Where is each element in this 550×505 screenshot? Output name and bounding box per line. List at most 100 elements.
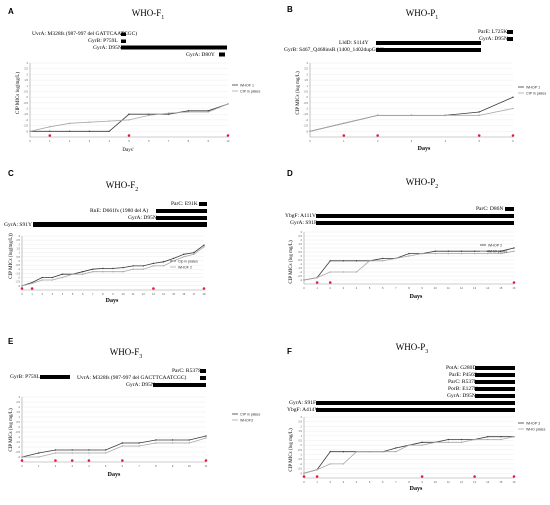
panel-f-xtick: 11 [447, 480, 450, 484]
panel-f-series-2-line [303, 436, 515, 474]
panel-a-sequencing-marker [48, 134, 52, 137]
panel-a-xtick: 1 [49, 139, 51, 143]
panel-c-series-2-point [41, 279, 43, 281]
panel-c-series-1-point [51, 276, 54, 279]
panel-f-xtick: 8 [408, 480, 410, 484]
panel-f-mutation-3-bar [475, 387, 515, 391]
panel-a-ytick: 0.5 [24, 89, 28, 93]
panel-f-series-1-point [487, 436, 489, 438]
panel-e-title-sub: 3 [139, 354, 142, 360]
panel-a-mutation-3-bar [219, 52, 225, 57]
panel-b-series-1-point [512, 96, 514, 98]
panel-b-ytick: -1.5 [304, 112, 309, 116]
panel-b: B WHO-P1 ParE: L725K GyrA: D95N LldD: S1… [284, 5, 547, 152]
panel-c-mutation-3-bar [33, 222, 207, 227]
panel-d-mutation-2: GyrA: S91F [290, 220, 317, 226]
panel-f-series-2-point [500, 438, 502, 441]
panel-b-mutation-3: GyrB: S467_Q468insR (1400_1402dupGCC) [284, 46, 385, 53]
panel-f-mutation-0: PotA: G280D [446, 365, 476, 371]
panel-b-mutation-1: GyrA: D95N [479, 36, 508, 42]
panel-c-xtick: 13 [152, 292, 155, 296]
panel-f-title: WHO-P3 [396, 342, 429, 355]
panel-f-series-2-point [316, 468, 318, 471]
panel-b-series-2-point [512, 107, 514, 110]
panel-a-series-1-point [49, 130, 51, 133]
panel-b-xlabel: Days [418, 146, 431, 152]
panel-d-series-1-point [447, 250, 450, 252]
panel-d-mutation-2-bar [316, 221, 514, 225]
panel-c-series-2-point [193, 253, 195, 255]
panel-e-series-1-line [21, 435, 207, 458]
panel-e-xlabel: Days [108, 472, 121, 478]
panel-c-label: C [8, 169, 14, 178]
panel-e-series-1-point [188, 439, 190, 441]
panel-b-ytick: 1 [307, 84, 309, 88]
panel-f-ytick: -1.5 [298, 457, 303, 461]
panel-c-xtick: 17 [192, 292, 195, 296]
panel-d-xtick: 4 [356, 286, 358, 290]
panel-f-xtick: 15 [499, 480, 502, 484]
panel-a-sequencing-marker [226, 134, 230, 137]
panel-b-label: B [287, 5, 293, 14]
panel-c-ytick: 0.5 [16, 255, 20, 259]
panel-b-ytick: -3 [306, 129, 309, 133]
panel-b-sequencing-marker [511, 134, 515, 137]
panel-c-series-2-point [162, 265, 165, 267]
panel-c-series-1-point [183, 253, 185, 255]
panel-f-sequencing-marker [512, 475, 516, 478]
panel-b-series-1-point [478, 111, 480, 113]
panel-d-series-2-point [460, 252, 463, 255]
panel-e-mutation-2: GyrB: P759L [10, 374, 40, 380]
panel-d-series-1-point [382, 257, 384, 260]
panel-e-series-1-point [155, 439, 157, 441]
panel-f-series-1-point [342, 451, 345, 453]
panel-f-xtick: 9 [421, 480, 423, 484]
panel-d-legend-label: WHO plates [488, 250, 508, 254]
panel-c-xtick: 18 [203, 292, 206, 296]
panel-e-series-2-point [21, 456, 23, 458]
panel-e-series-2-point [138, 445, 140, 447]
panel-c-xtick: 6 [82, 292, 84, 296]
panel-e-label: E [8, 337, 14, 346]
panel-f-xtick: 5 [369, 480, 371, 484]
panel-e-xtick: 5 [105, 464, 107, 468]
panel-e-series-2-line [22, 437, 207, 458]
panel-b-xtick: 1 [343, 139, 345, 143]
panel-f-ytick: 0.5 [298, 438, 302, 442]
panel-f-xtick: 1 [316, 480, 318, 484]
panel-f-series-2-point [421, 444, 423, 446]
panel-c-ytick: 3 [19, 234, 21, 238]
panel-f-mutation-5: GyrA: S91F [289, 400, 316, 406]
panel-c-mutation-2: GyrA: D95N [128, 215, 157, 221]
panel-b-mutation-2-bar [376, 41, 481, 45]
panel-d-plot: -3-2.5-2-1.5-1-0.500.511.522.530 1 2 3 4 5 6 7 8… [298, 230, 516, 290]
panel-c-title-sub: 2 [135, 187, 138, 193]
panel-e-series-2-point [171, 442, 174, 444]
panel-b-xtick: 4 [445, 139, 447, 143]
panel-f-title-main: WHO-P [396, 342, 426, 352]
panel-d-series-2-point [329, 271, 331, 273]
panel-e-ytick: -2 [18, 445, 21, 449]
panel-f-mutation-6-bar [316, 408, 515, 412]
panel-d-series-2-point [473, 252, 476, 255]
panel-b-xtick: 6 [512, 139, 514, 143]
panel-f-title-sub: 3 [425, 349, 428, 355]
panel-e-sequencing-marker [121, 459, 124, 462]
panel-a-ytick: 2.5 [24, 67, 28, 71]
panel-f-series-1-point [460, 438, 463, 441]
panel-c-series-1-point [152, 262, 155, 265]
panel-b-title: WHO-P1 [406, 8, 439, 21]
panel-c-series-1-point [92, 268, 94, 270]
panel-a-legend-label: CIP in plates [240, 90, 261, 94]
panel-c-series-2-point [172, 260, 175, 262]
panel-f-ytick: -2.5 [298, 467, 303, 471]
panel-c-ytick: -1.5 [16, 271, 21, 275]
panel-e-ytick: 1 [19, 415, 21, 419]
panel-e-mutation-3: GyrA: D95N [126, 382, 155, 388]
panel-d-series-2-point [382, 260, 384, 262]
panel-b-mutation-2: LldD: S114Y [339, 40, 369, 46]
panel-d-xtick: 8 [408, 286, 410, 290]
panel-b-ytick: 3 [307, 61, 309, 65]
panel-d-xtick: 1 [316, 286, 318, 290]
